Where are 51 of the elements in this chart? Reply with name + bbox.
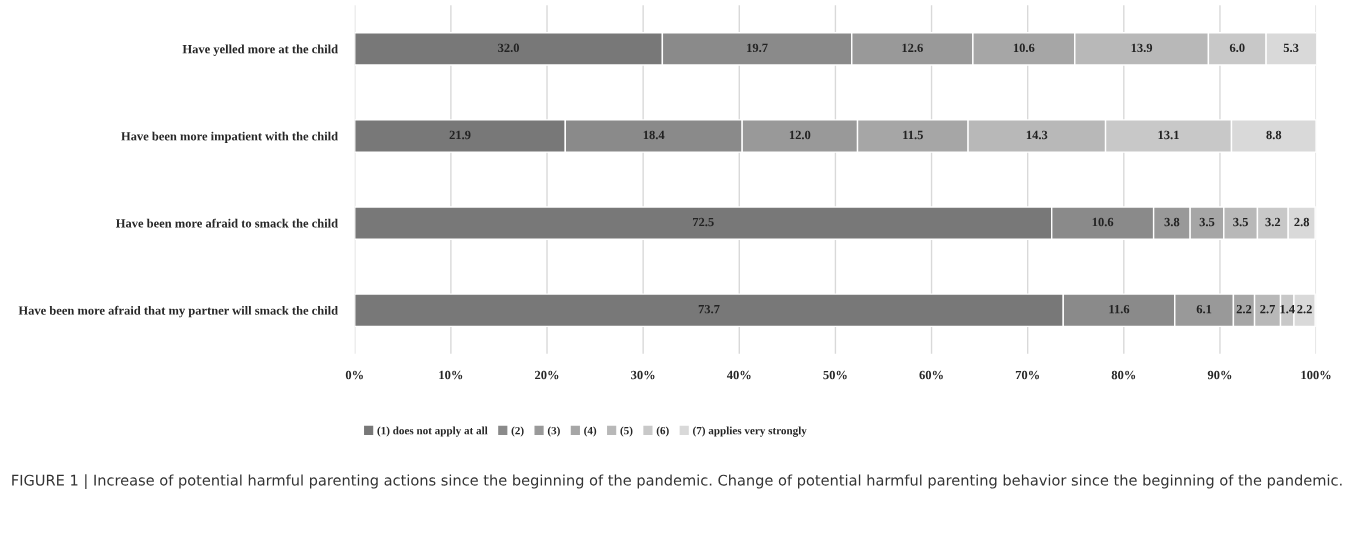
data-label: 13.9 bbox=[1131, 43, 1153, 53]
data-label: 6.0 bbox=[1229, 43, 1245, 53]
data-label: 2.2 bbox=[1236, 304, 1252, 314]
x-tick-label: 40% bbox=[726, 370, 751, 380]
data-label: 10.6 bbox=[1013, 43, 1035, 53]
data-label: 2.7 bbox=[1260, 304, 1276, 314]
caption: FIGURE 1 | Increase of potential harmful parenting actions since the beginning of the pandemic. Change of potential harmful parenting behavior since the beginning of the pandemic. bbox=[12, 474, 1342, 489]
legend-label: (4) bbox=[584, 426, 597, 437]
y-tick-label: Have been more afraid to smack the child bbox=[115, 218, 338, 228]
x-tick-label: 30% bbox=[631, 370, 655, 380]
data-label: 14.3 bbox=[1026, 130, 1048, 140]
x-tick-label: 90% bbox=[1207, 370, 1232, 380]
data-label: 11.5 bbox=[903, 130, 923, 140]
legend-label: (2) bbox=[511, 426, 524, 437]
x-tick-label: 20% bbox=[535, 370, 559, 380]
data-label: 12.6 bbox=[902, 43, 923, 53]
data-label: 5.3 bbox=[1283, 43, 1299, 53]
data-label: 19.7 bbox=[747, 43, 768, 53]
data-label: 72.5 bbox=[693, 217, 714, 227]
legend-label: (1) does not apply at all bbox=[377, 426, 488, 437]
data-label: 6.1 bbox=[1196, 304, 1212, 314]
data-label: 3.8 bbox=[1164, 217, 1180, 227]
data-label: 13.1 bbox=[1158, 130, 1179, 140]
y-tick-label: Have been more afraid that my partner will smack the child bbox=[18, 305, 338, 318]
x-tick-label: 70% bbox=[1015, 370, 1040, 380]
y-tick-label: Have yelled more at the child bbox=[182, 44, 338, 56]
legend-label: (6) bbox=[656, 426, 669, 437]
x-tick-label: 80% bbox=[1111, 370, 1136, 380]
data-label: 73.7 bbox=[698, 304, 720, 314]
data-label: 18.4 bbox=[643, 130, 665, 140]
data-label: 3.2 bbox=[1265, 217, 1281, 227]
data-label: 8.8 bbox=[1266, 130, 1282, 140]
x-tick-label: 60% bbox=[919, 370, 943, 380]
data-label: 3.5 bbox=[1199, 217, 1215, 227]
data-label: 32.0 bbox=[498, 43, 520, 53]
data-label: 21.9 bbox=[449, 130, 471, 140]
data-label: 1.4 bbox=[1280, 304, 1295, 314]
data-label: 2.8 bbox=[1294, 217, 1310, 227]
x-tick-label: 0% bbox=[345, 370, 363, 380]
data-label: 11.6 bbox=[1109, 304, 1130, 314]
y-tick-label: Have been more impatient with the child bbox=[121, 131, 338, 144]
data-label: 12.0 bbox=[789, 130, 811, 140]
data-label: 2.2 bbox=[1297, 304, 1312, 314]
legend-label: (7) applies very strongly bbox=[693, 426, 807, 437]
data-label: 3.5 bbox=[1233, 217, 1248, 227]
legend-label: (3) bbox=[547, 426, 560, 437]
data-label: 10.6 bbox=[1092, 217, 1114, 227]
x-tick-label: 50% bbox=[823, 370, 847, 380]
x-tick-label: 100% bbox=[1301, 370, 1331, 380]
legend-label: (5) bbox=[620, 426, 633, 437]
x-tick-label: 10% bbox=[439, 370, 463, 380]
